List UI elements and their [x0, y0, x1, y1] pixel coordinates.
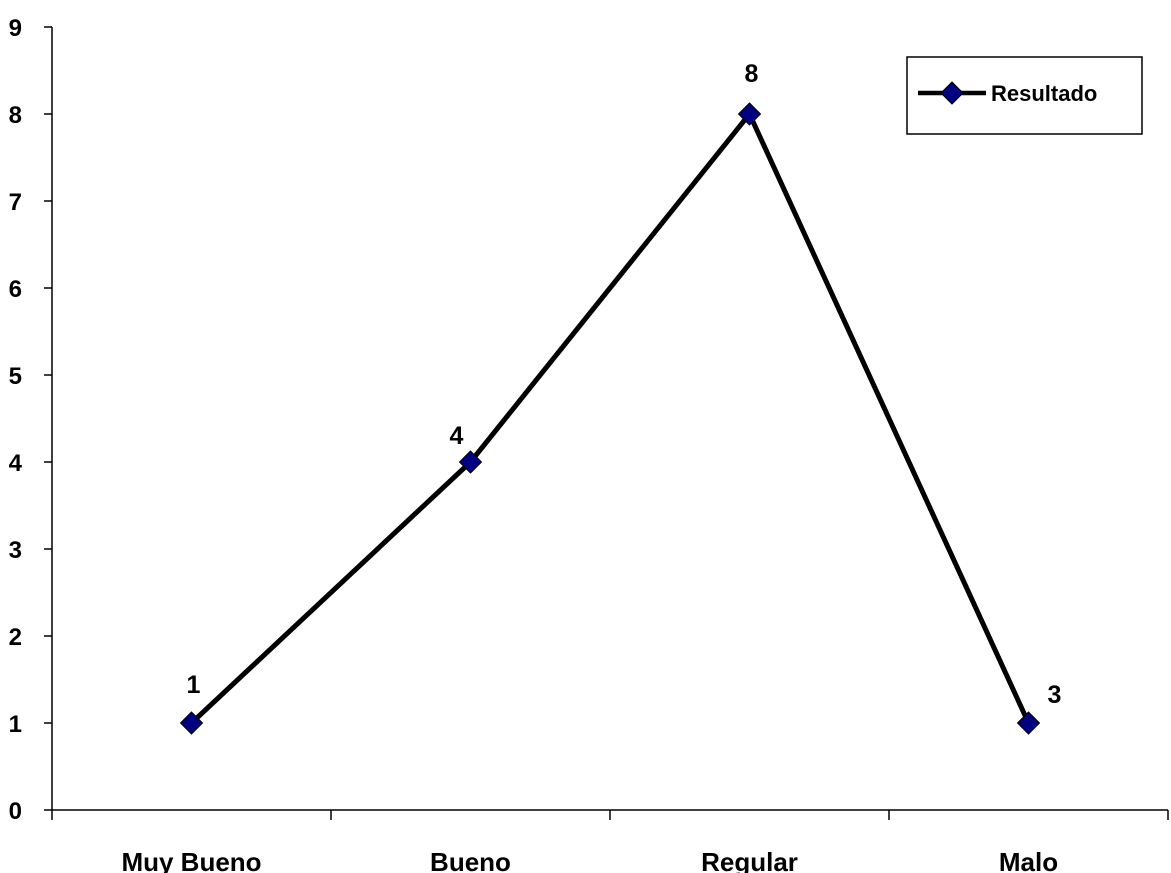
x-tick-label: Regular [701, 847, 798, 873]
y-tick-label: 8 [9, 102, 22, 129]
x-tick-label: Bueno [430, 847, 511, 873]
y-tick-label: 1 [9, 711, 22, 738]
legend: Resultado [906, 56, 1143, 135]
y-tick-label: 4 [9, 450, 23, 477]
legend-marker-sample [940, 81, 964, 105]
x-tick-label: Muy Bueno [121, 847, 261, 873]
axes [51, 27, 1168, 811]
data-labels: 1 4 8 3 [187, 60, 1062, 709]
data-label: 4 [450, 422, 464, 450]
y-tick-label: 7 [9, 189, 22, 216]
data-point-marker [179, 711, 204, 735]
x-tick-label: Malo [999, 847, 1058, 873]
data-point-marker [1016, 711, 1041, 735]
legend-label: Resultado [991, 81, 1097, 106]
y-tick-label: 3 [9, 537, 22, 564]
x-ticks: Muy Bueno Bueno Regular Malo [51, 810, 1169, 873]
data-point-marker [458, 450, 483, 474]
data-label: 8 [745, 60, 759, 88]
data-point-marker [737, 102, 762, 126]
y-tick-label: 9 [9, 15, 22, 42]
y-tick-label: 2 [9, 624, 22, 651]
y-tick-label: 0 [9, 798, 22, 825]
y-tick-label: 6 [9, 276, 22, 303]
series-line [189, 111, 1031, 725]
series-resultado [179, 102, 1041, 735]
y-tick-label: 5 [9, 363, 22, 390]
data-label: 1 [187, 671, 201, 699]
data-label: 3 [1048, 681, 1062, 709]
y-ticks: 0 1 2 3 4 5 6 7 8 9 [9, 15, 52, 825]
